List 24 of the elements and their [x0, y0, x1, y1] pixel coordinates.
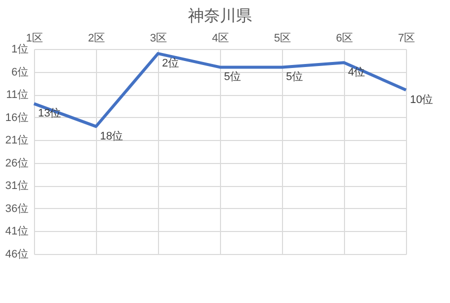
- y-tick-label: 16位: [5, 112, 28, 124]
- x-tick-label: 3区: [150, 32, 168, 44]
- line-series: [32, 52, 408, 128]
- y-tick-label: 36位: [5, 202, 28, 215]
- x-tick-label: 4区: [212, 32, 230, 44]
- data-label: 5位: [224, 71, 242, 84]
- y-tick-label: 41位: [5, 226, 28, 238]
- y-tick-label: 46位: [5, 248, 28, 260]
- y-tick-label: 1位: [11, 44, 28, 56]
- data-label: 5位: [286, 71, 304, 84]
- chart-title: 神奈川県: [188, 7, 252, 25]
- y-tick-label: 26位: [5, 157, 28, 170]
- data-label: 10位: [410, 94, 434, 106]
- x-tick-label: 1区: [26, 32, 44, 44]
- x-tick-label: 2区: [88, 32, 106, 44]
- y-tick-label: 31位: [5, 180, 28, 192]
- x-tick-label: 6区: [336, 32, 354, 44]
- data-label: 2位: [162, 58, 180, 70]
- x-tick-label: 7区: [398, 32, 416, 44]
- y-tick-label: 6位: [11, 66, 28, 78]
- y-tick-label: 21位: [5, 134, 28, 147]
- x-tick-label: 5区: [274, 32, 292, 44]
- y-tick-label: 11位: [6, 89, 28, 102]
- data-label: 18位: [100, 130, 124, 142]
